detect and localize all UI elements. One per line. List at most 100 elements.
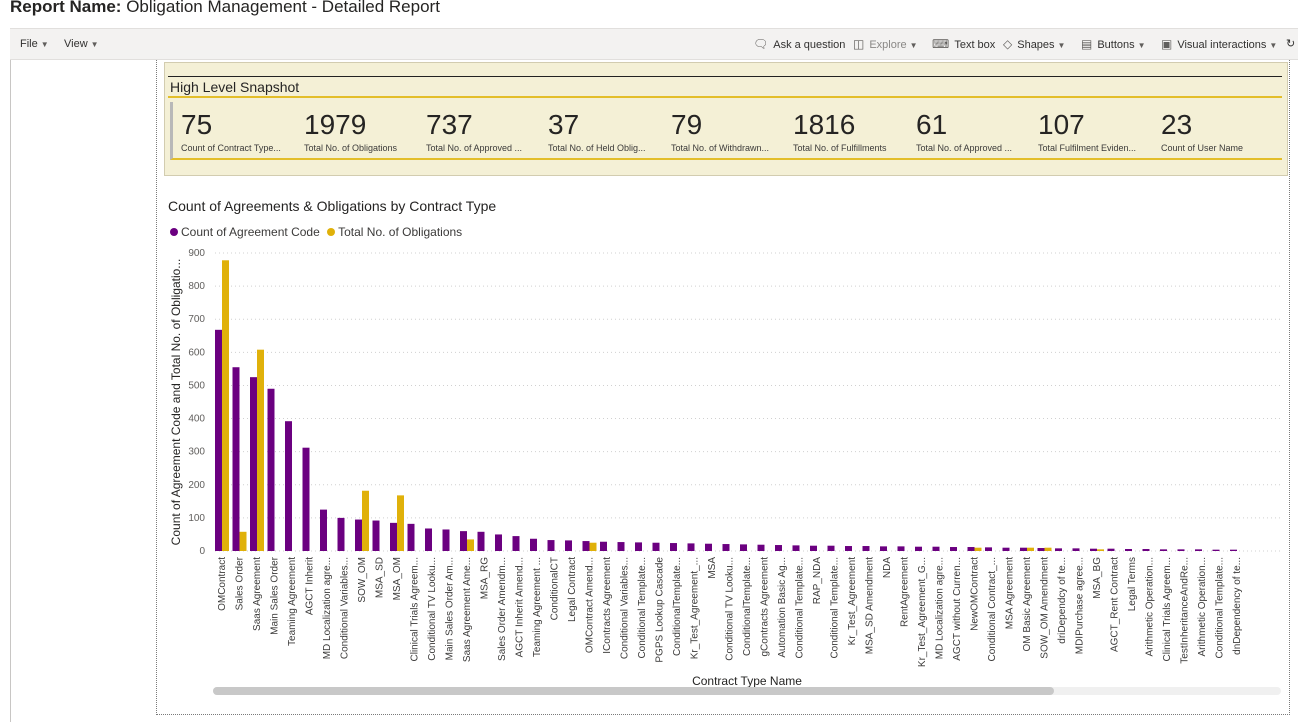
bar-agreement-code bbox=[1090, 548, 1097, 551]
x-tick-label: Legal Terms bbox=[1127, 557, 1138, 611]
bar-agreement-code bbox=[932, 546, 940, 551]
x-tick-label: MSA Agreement bbox=[1005, 557, 1016, 629]
y-tick-label: 700 bbox=[188, 314, 205, 325]
kpi-card[interactable]: 75 Count of Contract Type... bbox=[181, 108, 301, 153]
ask-question-button[interactable]: 🗨 Ask a question bbox=[753, 29, 845, 59]
kpi-label: Count of User Name bbox=[1161, 143, 1244, 153]
speech-bubble-icon: 🗨 bbox=[753, 37, 769, 51]
x-tick-label: AGCT_Rent Contract bbox=[1110, 557, 1121, 652]
x-tick-label: SOW_OM bbox=[357, 557, 368, 603]
bar-agreement-code bbox=[985, 547, 992, 551]
bar-agreement-code bbox=[950, 547, 957, 551]
explore-label: Explore bbox=[869, 39, 907, 51]
x-tick-label: ConditionalTemplate... bbox=[742, 557, 753, 656]
y-tick-label: 300 bbox=[188, 447, 205, 458]
x-tick-label: Clinical Trials Agreem... bbox=[410, 557, 421, 661]
shapes-button[interactable]: ◇ Shapes ▼ bbox=[1003, 29, 1065, 59]
x-tick-label: TestInheritanceAndRe... bbox=[1180, 557, 1191, 664]
legend-item-obligations[interactable]: Total No. of Obligations bbox=[327, 225, 462, 239]
x-tick-label: Conditional TV Looku... bbox=[427, 557, 438, 661]
bar-agreement-code bbox=[1125, 549, 1132, 551]
file-menu-label: File bbox=[20, 38, 38, 50]
chevron-down-icon: ▼ bbox=[40, 40, 49, 49]
bar-agreement-code bbox=[1142, 549, 1150, 551]
bar-agreement-code bbox=[302, 447, 310, 551]
x-tick-label: IContracts Agreement bbox=[602, 557, 613, 654]
legend-dot bbox=[170, 228, 178, 236]
kpi-value: 737 bbox=[426, 109, 473, 140]
bar-obligations bbox=[589, 542, 597, 551]
bar-agreement-code bbox=[862, 546, 870, 551]
chevron-down-icon: ▼ bbox=[90, 40, 99, 49]
text-box-button[interactable]: ⌨ Text box bbox=[932, 29, 995, 59]
explore-icon: ◫ bbox=[853, 37, 865, 51]
text-box-label: Text box bbox=[954, 39, 996, 51]
bar-agreement-code bbox=[827, 545, 835, 551]
kpi-card[interactable]: 1979 Total No. of Obligations bbox=[304, 108, 424, 153]
x-tick-label: Conditional TV Looku... bbox=[725, 557, 736, 661]
bar-chart[interactable]: 0 100 200 300 400 500 600 700 800 900 Count of Agr… bbox=[160, 240, 1290, 690]
y-tick-label: 500 bbox=[188, 380, 205, 391]
bar-agreement-code bbox=[705, 543, 712, 551]
x-tick-label: Teaming Agreement bbox=[287, 557, 298, 646]
x-tick-label: Automation Basic Ag... bbox=[777, 557, 788, 658]
buttons-button[interactable]: ▤ Buttons ▼ bbox=[1081, 29, 1146, 59]
chart-scrollbar-thumb[interactable] bbox=[213, 687, 1054, 695]
x-tick-label: ConditionalCT bbox=[550, 557, 561, 620]
bar-agreement-code bbox=[722, 544, 730, 551]
kpi-card[interactable]: 23 Count of User Name bbox=[1161, 108, 1281, 153]
kpi-value: 107 bbox=[1038, 109, 1085, 140]
bar-agreement-code bbox=[915, 546, 922, 551]
file-menu[interactable]: File ▼ bbox=[20, 29, 49, 59]
x-tick-label: Kr_Test_Agreement_... bbox=[690, 557, 701, 659]
view-menu-label: View bbox=[64, 38, 88, 50]
kpi-label: Total No. of Withdrawn... bbox=[671, 143, 770, 153]
kpi-card[interactable]: 79 Total No. of Withdrawn... bbox=[671, 108, 791, 153]
bar-agreement-code bbox=[1072, 548, 1080, 551]
button-icon: ▤ bbox=[1081, 37, 1093, 51]
kpi-card[interactable]: 61 Total No. of Approved ... bbox=[916, 108, 1036, 153]
refresh-icon[interactable]: ↻ bbox=[1286, 38, 1296, 50]
shapes-label: Shapes bbox=[1017, 39, 1055, 51]
x-tick-label: AGCT Inherit Amend... bbox=[515, 557, 526, 657]
kpi-card[interactable]: 107 Total Fulfilment Eviden... bbox=[1038, 108, 1158, 153]
x-tick-label: Kr_Test_Agreement_G... bbox=[917, 557, 928, 667]
x-tick-label: OM Basic Agreement bbox=[1022, 557, 1033, 652]
x-tick-label: Conditional Template... bbox=[637, 557, 648, 659]
bar-agreement-code bbox=[1037, 548, 1045, 551]
bar-agreement-code bbox=[215, 329, 222, 551]
bar-agreement-code bbox=[967, 547, 975, 551]
bar-agreement-code bbox=[232, 367, 240, 551]
chart-title: Count of Agreements & Obligations by Con… bbox=[168, 198, 497, 214]
bar-agreement-code bbox=[250, 377, 257, 551]
view-menu[interactable]: View ▼ bbox=[64, 29, 99, 59]
x-tick-label: RAP_NDA bbox=[812, 557, 823, 605]
x-tick-label: Main Sales Order bbox=[270, 556, 281, 634]
buttons-label: Buttons bbox=[1097, 39, 1135, 51]
report-toolbar: File ▼ View ▼ 🗨 Ask a question ◫ Explore ▼ ⌨ T… bbox=[10, 28, 1298, 60]
visual-interactions-button[interactable]: ▣ Visual interactions ▼ bbox=[1161, 29, 1277, 59]
x-tick-label: NewOMContract bbox=[970, 557, 981, 631]
y-tick-label: 800 bbox=[188, 281, 205, 292]
bar-agreement-code bbox=[1230, 549, 1237, 551]
snapshot-card bbox=[164, 62, 1288, 176]
legend-label: Count of Agreement Code bbox=[181, 225, 320, 239]
y-axis-title: Count of Agreement Code and Total No. of… bbox=[169, 259, 183, 546]
chart-legend: Count of Agreement Code Total No. of Obl… bbox=[170, 225, 466, 239]
explore-button[interactable]: ◫ Explore ▼ bbox=[853, 29, 918, 59]
bar-obligations bbox=[239, 531, 247, 551]
bar-agreement-code bbox=[792, 545, 800, 551]
bar-obligations bbox=[467, 539, 474, 551]
kpi-card[interactable]: 737 Total No. of Approved ... bbox=[426, 108, 546, 153]
kpi-label: Total Fulfilment Eviden... bbox=[1038, 143, 1137, 153]
bar-agreement-code bbox=[617, 542, 625, 551]
bar-obligations bbox=[1027, 547, 1034, 551]
kpi-card[interactable]: 37 Total No. of Held Oblig... bbox=[548, 108, 668, 153]
chevron-down-icon: ▼ bbox=[1269, 41, 1278, 50]
chevron-down-icon: ▼ bbox=[909, 41, 918, 50]
x-tick-label: Sales Order Amendm... bbox=[497, 557, 508, 661]
kpi-card[interactable]: 1816 Total No. of Fulfillments bbox=[793, 108, 913, 153]
x-tick-label: Arithmetic Operation... bbox=[1145, 557, 1156, 656]
legend-item-agreements[interactable]: Count of Agreement Code bbox=[170, 225, 320, 239]
bar-obligations bbox=[362, 490, 369, 551]
